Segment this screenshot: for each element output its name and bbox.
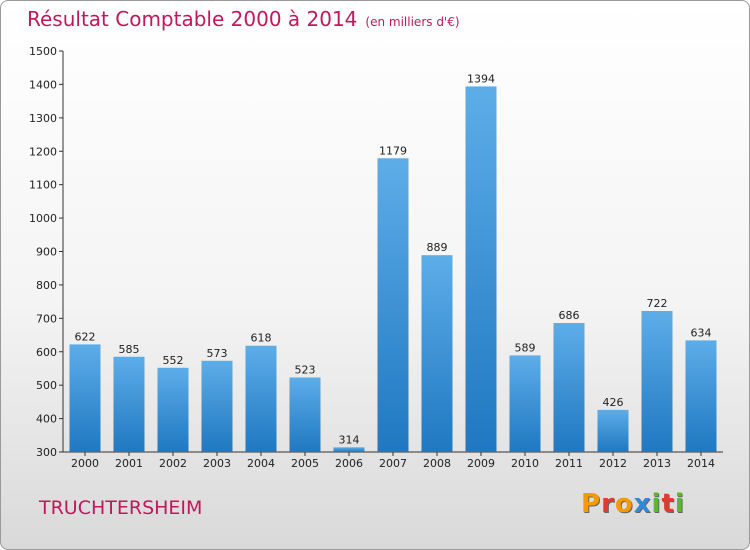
bar-value-label: 722 xyxy=(647,297,668,310)
bar-value-label: 1394 xyxy=(467,72,495,85)
x-tick-label: 2001 xyxy=(115,457,143,470)
x-tick-label: 2006 xyxy=(335,457,363,470)
y-tick-label: 600 xyxy=(36,346,57,359)
bar-value-label: 634 xyxy=(691,326,712,339)
y-tick-label: 1100 xyxy=(29,179,57,192)
bar-value-label: 314 xyxy=(339,433,360,446)
bar-value-label: 552 xyxy=(163,354,184,367)
logo-letter: i xyxy=(674,489,685,519)
x-tick-label: 2010 xyxy=(511,457,539,470)
chart-bars: 622 585 552 573 618 523 314 1179 889 1394 589 686 42… xyxy=(69,72,717,453)
x-tick-label: 2004 xyxy=(247,457,275,470)
x-tick-label: 2003 xyxy=(203,457,231,470)
bar xyxy=(333,447,365,452)
chart-subtitle: (en milliers d'€) xyxy=(365,15,460,29)
bar xyxy=(641,310,673,452)
bar-value-label: 426 xyxy=(603,396,624,409)
x-tick-label: 2012 xyxy=(599,457,627,470)
logo-letter: t xyxy=(661,489,675,519)
x-tick-label: 2000 xyxy=(71,457,99,470)
bar-value-label: 618 xyxy=(251,332,272,345)
proxiti-logo: Proxiti xyxy=(581,489,685,519)
bar xyxy=(509,355,541,452)
bar-value-label: 523 xyxy=(295,363,316,376)
bar xyxy=(421,255,453,452)
bar-value-label: 622 xyxy=(75,330,96,343)
bar xyxy=(597,409,629,452)
x-tick-label: 2009 xyxy=(467,457,495,470)
logo-letter: P xyxy=(581,489,602,519)
y-tick-label: 500 xyxy=(36,379,57,392)
x-tick-label: 2013 xyxy=(643,457,671,470)
bar-value-label: 889 xyxy=(427,241,448,254)
x-tick-label: 2002 xyxy=(159,457,187,470)
bar xyxy=(157,367,189,452)
bar-value-label: 686 xyxy=(559,309,580,322)
logo-letter: r xyxy=(601,489,615,519)
logo-letter: o xyxy=(614,489,634,519)
y-tick-label: 1200 xyxy=(29,145,57,158)
chart-axes: 300 400 500 600 700 800 900 1000 1100 1200 1300 140… xyxy=(29,45,723,470)
bar xyxy=(377,158,409,452)
y-tick-label: 800 xyxy=(36,279,57,292)
bar xyxy=(245,345,277,452)
bar-value-label: 573 xyxy=(207,347,228,360)
bar-value-label: 585 xyxy=(119,343,140,356)
bar-value-label: 589 xyxy=(515,341,536,354)
y-tick-label: 1400 xyxy=(29,78,57,91)
bar xyxy=(113,356,145,452)
x-tick-label: 2007 xyxy=(379,457,407,470)
bar xyxy=(465,86,497,453)
y-tick-label: 1300 xyxy=(29,112,57,125)
chart-title-text: Résultat Comptable 2000 à 2014 xyxy=(27,7,358,31)
bar xyxy=(553,323,585,452)
chart-title: Résultat Comptable 2000 à 2014 (en millie… xyxy=(27,7,460,31)
bar xyxy=(69,344,101,452)
logo-letter: i xyxy=(651,489,662,519)
logo-letter: x xyxy=(633,489,652,519)
y-tick-label: 900 xyxy=(36,246,57,259)
x-tick-label: 2005 xyxy=(291,457,319,470)
bar xyxy=(685,340,717,452)
x-tick-label: 2008 xyxy=(423,457,451,470)
bar xyxy=(201,360,233,452)
x-tick-label: 2011 xyxy=(555,457,583,470)
y-tick-label: 300 xyxy=(36,446,57,459)
y-tick-label: 700 xyxy=(36,312,57,325)
bar xyxy=(289,377,321,452)
y-tick-label: 1500 xyxy=(29,45,57,58)
commune-name: TRUCHTERSHEIM xyxy=(39,497,203,519)
y-tick-label: 1000 xyxy=(29,212,57,225)
x-tick-label: 2014 xyxy=(687,457,715,470)
bar-value-label: 1179 xyxy=(379,144,407,157)
y-tick-label: 400 xyxy=(36,413,57,426)
